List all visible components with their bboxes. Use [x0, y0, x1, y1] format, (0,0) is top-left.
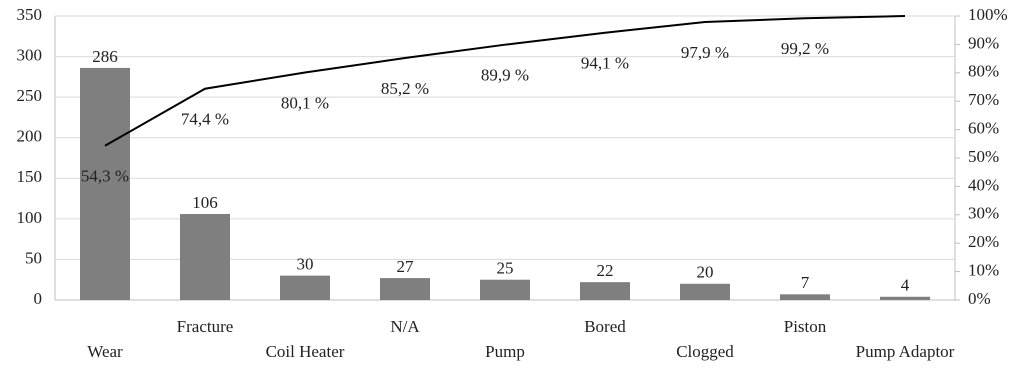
y-tick-label: 300 — [17, 45, 43, 64]
x-tick-label: Clogged — [676, 342, 734, 361]
line-value-label: 80,1 % — [281, 93, 329, 112]
line-value-label: 89,9 % — [481, 66, 529, 85]
bar — [680, 283, 730, 300]
x-tick-label: Wear — [87, 342, 123, 361]
bar-value-label: 20 — [697, 263, 714, 282]
bar-value-label: 30 — [297, 255, 314, 274]
line-value-label: 94,1 % — [581, 54, 629, 73]
bar-value-label: 106 — [192, 193, 218, 212]
y2-tick-label: 100% — [968, 5, 1008, 24]
bar — [280, 275, 330, 300]
bar-value-label: 286 — [92, 47, 118, 66]
bar-value-label: 4 — [901, 276, 910, 295]
y2-tick-label: 80% — [968, 62, 999, 81]
bar — [180, 213, 230, 300]
y-tick-label: 250 — [17, 86, 43, 105]
line-value-label: 74,4 % — [181, 110, 229, 129]
bar — [580, 282, 630, 300]
line-value-label: 97,9 % — [681, 43, 729, 62]
bar — [380, 278, 430, 300]
x-tick-label: Pump — [485, 342, 525, 361]
y2-tick-label: 60% — [968, 119, 999, 138]
y2-tick-label: 40% — [968, 175, 999, 194]
y-tick-label: 150 — [17, 167, 43, 186]
bar — [880, 296, 930, 300]
line-value-label: 99,2 % — [781, 39, 829, 58]
bar-value-label: 25 — [497, 259, 514, 278]
bar — [80, 67, 130, 300]
bar-value-label: 22 — [597, 261, 614, 280]
line-value-label: 54,3 % — [81, 167, 129, 186]
line-value-label: 85,2 % — [381, 79, 429, 98]
y-tick-label: 50 — [25, 248, 42, 267]
x-tick-label: Coil Heater — [266, 342, 345, 361]
y-tick-label: 350 — [17, 5, 43, 24]
y-tick-label: 0 — [34, 289, 43, 308]
y-tick-label: 100 — [17, 208, 43, 227]
y2-tick-label: 70% — [968, 90, 999, 109]
x-tick-label: Pump Adaptor — [856, 342, 955, 361]
x-tick-label: Piston — [784, 317, 827, 336]
bar — [780, 294, 830, 300]
y2-tick-label: 50% — [968, 147, 999, 166]
y2-tick-label: 20% — [968, 232, 999, 251]
y2-tick-label: 10% — [968, 261, 999, 280]
y2-tick-label: 30% — [968, 204, 999, 223]
x-tick-label: N/A — [390, 317, 420, 336]
y2-tick-label: 0% — [968, 289, 991, 308]
bar — [480, 279, 530, 300]
x-tick-label: Bored — [584, 317, 626, 336]
y-tick-label: 200 — [17, 127, 43, 146]
pareto-line — [104, 15, 906, 147]
y2-tick-label: 90% — [968, 33, 999, 52]
x-tick-label: Fracture — [177, 317, 234, 336]
bar-value-label: 27 — [397, 257, 415, 276]
bar-value-label: 7 — [801, 273, 810, 292]
